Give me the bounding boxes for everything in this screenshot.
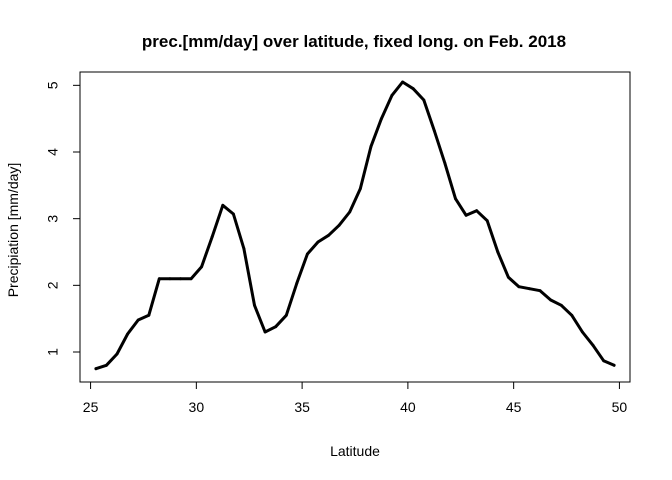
x-tick-label: 50 <box>612 399 628 415</box>
y-axis-title: Precipiation [mm/day] <box>5 163 21 298</box>
data-point <box>591 343 595 347</box>
data-point <box>380 117 383 121</box>
y-axis: 1 2 3 4 5 <box>45 81 81 356</box>
data-point <box>411 87 415 91</box>
data-point <box>549 298 553 302</box>
data-point <box>581 330 584 334</box>
data-point <box>168 277 172 281</box>
data-point <box>306 252 309 256</box>
data-point <box>136 318 140 322</box>
series-line <box>94 80 616 371</box>
data-point <box>348 210 352 214</box>
data-point <box>316 240 320 244</box>
data-point <box>221 203 225 207</box>
data-point <box>358 187 362 191</box>
data-point <box>517 285 521 289</box>
data-point <box>263 330 267 334</box>
chart-title: prec.[mm/day] over latitude, fixed long.… <box>142 32 566 51</box>
x-axis: 25 30 35 40 45 50 <box>83 381 628 415</box>
data-point <box>612 363 616 367</box>
data-point <box>496 250 500 254</box>
data-point <box>401 80 404 84</box>
data-point <box>295 281 299 285</box>
data-point <box>485 219 489 223</box>
data-point <box>200 265 204 269</box>
data-point <box>464 213 468 217</box>
data-point <box>284 313 288 317</box>
x-tick-label: 25 <box>83 399 99 415</box>
data-point <box>538 289 542 293</box>
data-point <box>337 223 341 227</box>
data-point <box>528 287 531 291</box>
data-point <box>147 313 151 317</box>
data-point <box>422 98 426 102</box>
data-point <box>157 277 161 281</box>
y-tick-label: 1 <box>45 348 61 356</box>
data-point <box>115 352 119 356</box>
data-point <box>242 247 246 251</box>
data-point <box>210 235 214 239</box>
data-point <box>94 367 98 371</box>
data-point <box>274 325 278 329</box>
data-point <box>105 363 108 367</box>
data-point <box>559 303 563 307</box>
data-point <box>189 277 193 281</box>
data-point <box>432 129 436 133</box>
data-point <box>570 313 574 317</box>
data-point <box>475 209 478 213</box>
data-point <box>253 303 256 307</box>
x-axis-title: Latitude <box>330 443 380 459</box>
data-points <box>94 80 616 371</box>
x-tick-label: 35 <box>294 399 310 415</box>
x-tick-label: 30 <box>189 399 205 415</box>
y-tick-label: 5 <box>45 81 61 89</box>
data-point <box>454 197 457 201</box>
data-point <box>390 93 394 97</box>
data-point <box>369 145 373 149</box>
y-tick-label: 4 <box>45 148 61 156</box>
data-point <box>327 233 330 237</box>
x-tick-label: 45 <box>506 399 522 415</box>
data-point <box>507 275 510 279</box>
data-point <box>179 277 182 281</box>
data-point <box>232 212 235 216</box>
y-tick-label: 2 <box>45 281 61 289</box>
data-point <box>443 161 447 165</box>
data-point <box>126 332 129 336</box>
y-tick-label: 3 <box>45 215 61 223</box>
data-point <box>602 359 605 363</box>
plot-frame <box>79 71 631 383</box>
x-tick-label: 40 <box>400 399 416 415</box>
